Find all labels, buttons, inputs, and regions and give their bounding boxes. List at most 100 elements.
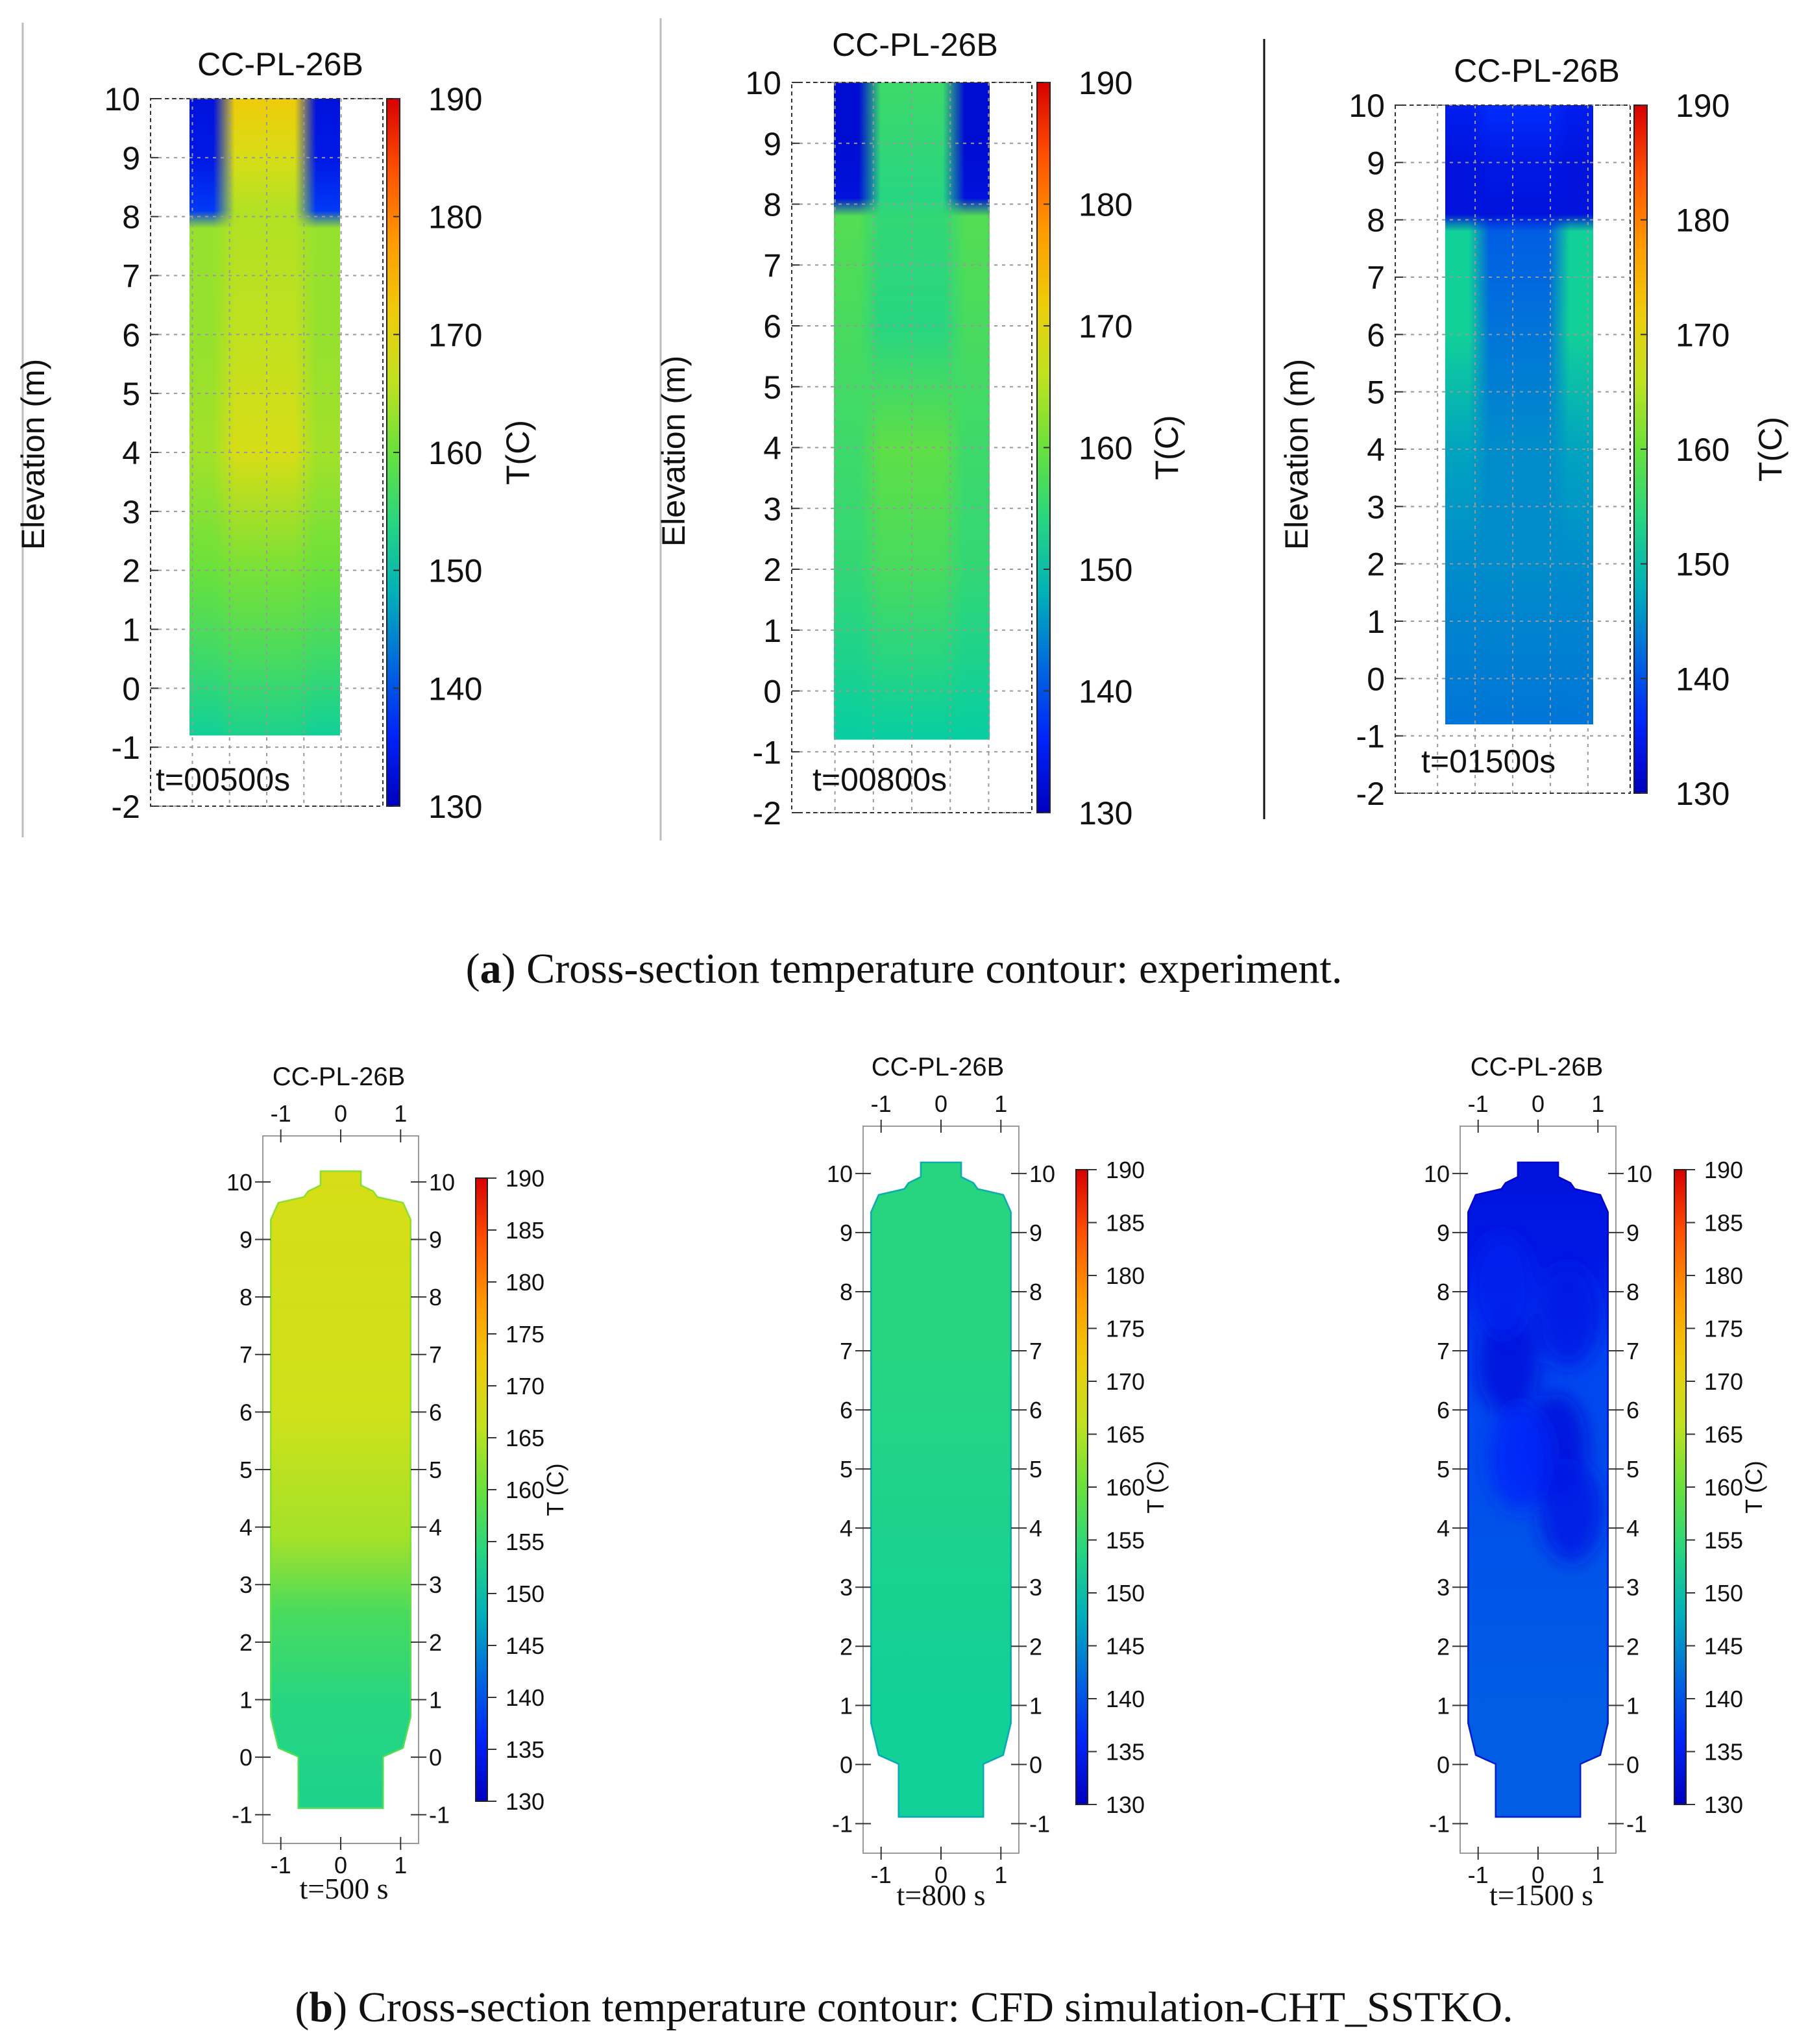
y-tick-label-right: 7 [1626, 1338, 1639, 1364]
colorbar-tick-label: 135 [1106, 1738, 1145, 1765]
y-tick-label-left: 0 [1437, 1751, 1450, 1778]
y-tick-label-left: 4 [1437, 1515, 1450, 1542]
colorbar-tick-label: 170 [1704, 1368, 1743, 1395]
y-tick-label-left: 1 [1437, 1692, 1450, 1719]
y-tick-label-left: 6 [840, 1397, 853, 1423]
colorbar-tick-label: 170 [1079, 308, 1132, 345]
y-tick-label-left: 2 [239, 1629, 252, 1656]
vessel-temperature-field [870, 1161, 1012, 1818]
colorbar-tick-label: 150 [1704, 1580, 1743, 1607]
y-tick-label-right: 4 [1029, 1515, 1042, 1542]
y-tick-label: 4 [122, 435, 140, 471]
colorbar-tick-label: 155 [1106, 1527, 1145, 1553]
colorbar-tick-label: 180 [1079, 187, 1132, 223]
x-tick-label-bottom: -1 [1468, 1862, 1489, 1888]
y-tick-label-right: 1 [429, 1686, 442, 1713]
y-tick-label-right: 8 [1029, 1279, 1042, 1305]
y-tick-label-right: 3 [429, 1571, 442, 1598]
y-tick-label-right: 5 [1626, 1456, 1639, 1483]
y-tick-label-left: 5 [1437, 1456, 1450, 1483]
colorbar-tick-label: 135 [1704, 1738, 1743, 1765]
y-tick-label-left: 8 [1437, 1279, 1450, 1305]
colorbar-tick-label: 135 [506, 1736, 544, 1763]
y-tick-label-left: 0 [840, 1751, 853, 1778]
y-tick-label: 1 [1367, 604, 1385, 640]
y-tick-label: 0 [122, 671, 140, 707]
colorbar-tick-label: 170 [1676, 317, 1729, 353]
y-tick-label-left: 7 [840, 1338, 853, 1364]
y-tick-label-left: -1 [232, 1802, 252, 1829]
colorbar-tick-label: 165 [1106, 1421, 1145, 1447]
y-tick-label-left: 3 [840, 1574, 853, 1601]
y-tick-label-right: 6 [1626, 1397, 1639, 1423]
y-tick-label: 5 [763, 369, 781, 406]
y-tick-label: 2 [1367, 547, 1385, 583]
colorbar-label: T(C) [500, 420, 536, 485]
colorbar-label: T(C) [1752, 417, 1789, 482]
colorbar-tick-label: 175 [1704, 1315, 1743, 1342]
time-label: t=01500s [1421, 743, 1556, 780]
y-tick-label: 10 [1349, 88, 1385, 124]
colorbar-tick-label: 190 [1079, 65, 1132, 101]
y-tick-label: -1 [753, 734, 781, 770]
colorbar [475, 1177, 488, 1802]
colorbar-tick-label: 170 [1106, 1368, 1145, 1395]
y-tick-label-left: 3 [239, 1571, 252, 1598]
y-tick-label-right: 0 [1029, 1751, 1042, 1778]
y-tick-label: 10 [745, 65, 781, 101]
colorbar-tick-label: 170 [506, 1373, 544, 1399]
x-tick-label-bottom: 1 [994, 1862, 1007, 1888]
y-tick-label-right: 10 [1029, 1161, 1055, 1187]
axes-box [1395, 105, 1631, 794]
colorbar-tick-label: 150 [1079, 552, 1132, 588]
colorbar-tick-label: 180 [1106, 1262, 1145, 1289]
y-tick-label-left: 5 [239, 1457, 252, 1483]
x-tick-label-top: 1 [994, 1090, 1007, 1117]
x-tick-label-top: -1 [1468, 1090, 1489, 1117]
time-label: t=00800s [812, 761, 947, 798]
colorbar-tick-label: 150 [428, 553, 482, 589]
y-tick-label: 8 [122, 199, 140, 236]
x-tick-label-bottom: 1 [394, 1852, 407, 1878]
y-tick-label-right: 2 [429, 1629, 442, 1656]
y-tick-label: 9 [122, 140, 140, 177]
y-tick-label: 8 [763, 187, 781, 223]
x-tick-label-top: -1 [271, 1100, 291, 1127]
colorbar-tick-label: 190 [1704, 1157, 1743, 1183]
y-tick-label: 7 [122, 258, 140, 295]
y-tick-label-right: 6 [1029, 1397, 1042, 1423]
colorbar-tick-label: 160 [1106, 1474, 1145, 1501]
colorbar-tick-label: 160 [1676, 432, 1729, 468]
y-tick-label-left: 7 [1437, 1338, 1450, 1364]
colorbar-tick-label: 165 [506, 1425, 544, 1451]
y-tick-label-left: 10 [226, 1169, 252, 1196]
y-tick-label-right: 1 [1626, 1692, 1639, 1719]
colorbar-tick-label: 130 [1676, 776, 1729, 812]
y-tick-label-left: 10 [827, 1161, 853, 1187]
colorbar-tick-label: 150 [506, 1581, 544, 1607]
y-axis-label: Elevation (m) [655, 356, 692, 547]
x-tick-label-bottom: -1 [871, 1862, 892, 1888]
y-tick-label: 6 [1367, 317, 1385, 353]
x-tick-label-bottom: 1 [1591, 1862, 1604, 1888]
y-tick-label: 2 [122, 553, 140, 589]
vessel-temperature-field [270, 1170, 411, 1809]
colorbar-tick-label: 190 [1676, 88, 1729, 124]
colorbar-tick-label: 140 [506, 1684, 544, 1711]
time-label: t=500 s [299, 1872, 388, 1905]
colorbar-tick-label: 140 [1676, 661, 1729, 697]
y-tick-label-right: 4 [1626, 1515, 1639, 1542]
cold-plume [1476, 1311, 1539, 1415]
cold-plume [1471, 1233, 1533, 1338]
panel-title: CC-PL-26B [1454, 53, 1620, 89]
time-label: t=1500 s [1489, 1878, 1593, 1912]
colorbar-tick-label: 145 [506, 1632, 544, 1659]
colorbar-tick-label: 140 [1079, 674, 1132, 710]
y-tick-label-right: -1 [429, 1802, 450, 1829]
colorbar-tick-label: 180 [1676, 203, 1729, 239]
panel-title: CC-PL-26B [197, 46, 363, 82]
y-tick-label-right: -1 [1626, 1810, 1647, 1837]
colorbar-tick-label: 165 [1704, 1421, 1743, 1447]
y-tick-label: 6 [122, 317, 140, 353]
